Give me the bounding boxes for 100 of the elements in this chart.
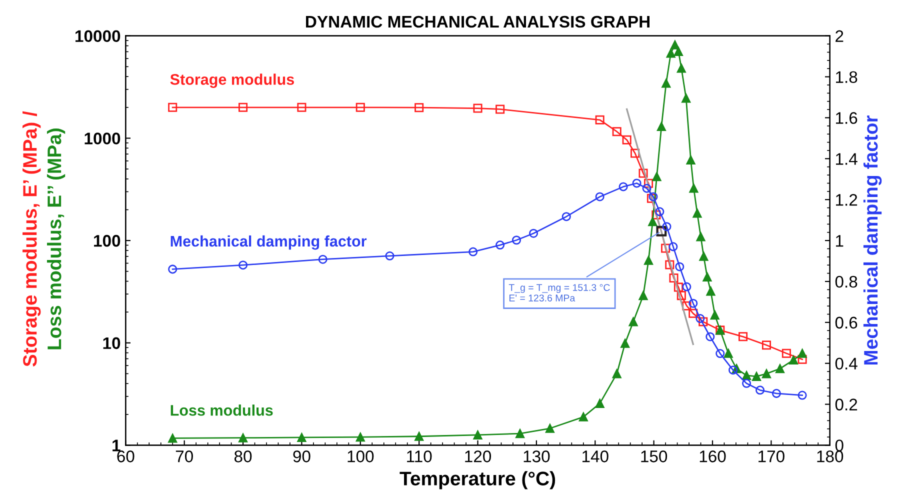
x-tick-label: 180 bbox=[817, 450, 844, 462]
annotation: T_g = T_mg = 151.3 °C E' = 123.6 MPa bbox=[508, 284, 610, 302]
x-tick-label: 170 bbox=[758, 450, 784, 462]
point bbox=[628, 317, 638, 326]
point bbox=[710, 310, 720, 320]
point bbox=[798, 348, 807, 358]
point bbox=[656, 122, 666, 132]
point bbox=[473, 104, 482, 113]
series-label: Loss modulus bbox=[170, 404, 273, 416]
point bbox=[724, 348, 733, 358]
y2-tick-label: 1.2 bbox=[836, 194, 858, 206]
point bbox=[297, 102, 306, 112]
point bbox=[682, 94, 691, 103]
y2-tick-label: 1 bbox=[836, 235, 844, 247]
point bbox=[648, 217, 658, 226]
point bbox=[622, 135, 632, 144]
point bbox=[414, 432, 424, 441]
x-tick-label: 60 bbox=[117, 450, 134, 462]
y2-tick-label: 1.4 bbox=[836, 153, 858, 165]
y-tick-label: 10000 bbox=[76, 30, 120, 42]
y2-tick-label: 2 bbox=[836, 30, 844, 42]
point bbox=[356, 432, 365, 442]
x-tick-label: 110 bbox=[407, 450, 432, 462]
point bbox=[414, 103, 424, 112]
y-tick-label: 1 bbox=[112, 440, 120, 452]
point bbox=[669, 274, 678, 283]
x-tick-label: 100 bbox=[348, 450, 374, 462]
point bbox=[670, 40, 680, 50]
point bbox=[706, 286, 716, 296]
x-tick-label: 160 bbox=[700, 450, 726, 462]
point bbox=[297, 432, 306, 442]
y-axis-title: Storage modulus, E’ (MPa) / Loss modulus, E’’ (MPa) bbox=[22, 111, 66, 367]
point bbox=[638, 291, 648, 300]
point bbox=[652, 172, 662, 182]
x-tick-label: 140 bbox=[582, 450, 608, 462]
y-tick-label: 10 bbox=[103, 337, 120, 350]
y2-axis-title: Mechanical damping factor bbox=[863, 115, 882, 365]
point bbox=[630, 148, 640, 158]
point bbox=[545, 424, 554, 433]
point bbox=[696, 232, 706, 242]
point bbox=[595, 398, 604, 408]
point bbox=[356, 102, 365, 112]
point bbox=[676, 64, 686, 73]
point bbox=[238, 433, 248, 442]
point bbox=[516, 429, 525, 438]
x-tick-label: 120 bbox=[465, 450, 492, 462]
x-tick-label: 130 bbox=[524, 450, 550, 462]
y2-tick-label: 0.4 bbox=[835, 358, 858, 370]
point bbox=[638, 168, 648, 178]
point bbox=[595, 115, 604, 124]
point bbox=[788, 356, 798, 365]
point bbox=[665, 260, 674, 270]
series-label: Mechanical damping factor bbox=[170, 235, 367, 250]
point bbox=[702, 272, 712, 282]
point bbox=[652, 210, 661, 220]
y2-tick-label: 0.2 bbox=[835, 398, 858, 410]
y-tick-label: 1000 bbox=[84, 132, 120, 144]
point bbox=[662, 78, 671, 88]
point bbox=[578, 412, 588, 422]
x-tick-label: 80 bbox=[234, 450, 252, 462]
x-tick-label: 150 bbox=[641, 450, 668, 462]
series-label: Storage modulus bbox=[170, 74, 294, 88]
point bbox=[688, 308, 698, 318]
point bbox=[168, 102, 178, 112]
point bbox=[686, 155, 696, 164]
point bbox=[674, 47, 683, 56]
point bbox=[496, 104, 505, 114]
point bbox=[682, 301, 692, 310]
y-tick-label: 100 bbox=[94, 234, 120, 247]
point bbox=[689, 184, 698, 193]
point bbox=[620, 338, 630, 348]
point bbox=[738, 332, 748, 342]
point bbox=[698, 317, 708, 326]
point bbox=[661, 244, 670, 253]
point bbox=[666, 48, 676, 58]
point bbox=[762, 369, 772, 378]
point bbox=[742, 370, 752, 380]
point bbox=[612, 369, 622, 378]
y2-tick-label: 0.8 bbox=[835, 276, 858, 288]
point bbox=[644, 256, 654, 265]
point bbox=[612, 127, 622, 136]
y2-tick-label: 1.8 bbox=[836, 71, 858, 83]
point bbox=[168, 434, 178, 443]
point bbox=[798, 354, 807, 364]
point bbox=[775, 364, 785, 374]
point bbox=[644, 178, 654, 188]
point bbox=[238, 102, 248, 112]
point bbox=[762, 340, 772, 350]
point bbox=[676, 291, 686, 300]
point bbox=[692, 208, 702, 218]
x-axis-title: Temperature (°C) bbox=[400, 471, 556, 490]
point bbox=[699, 252, 708, 261]
x-tick-label: 70 bbox=[176, 450, 193, 462]
point bbox=[782, 348, 791, 358]
y2-tick-label: 0.6 bbox=[835, 316, 858, 329]
point bbox=[674, 282, 683, 292]
point bbox=[473, 430, 482, 440]
x-tick-label: 90 bbox=[293, 450, 310, 462]
point bbox=[752, 372, 762, 381]
chart-title: DYNAMIC MECHANICAL ANALYSIS GRAPH bbox=[306, 16, 650, 28]
